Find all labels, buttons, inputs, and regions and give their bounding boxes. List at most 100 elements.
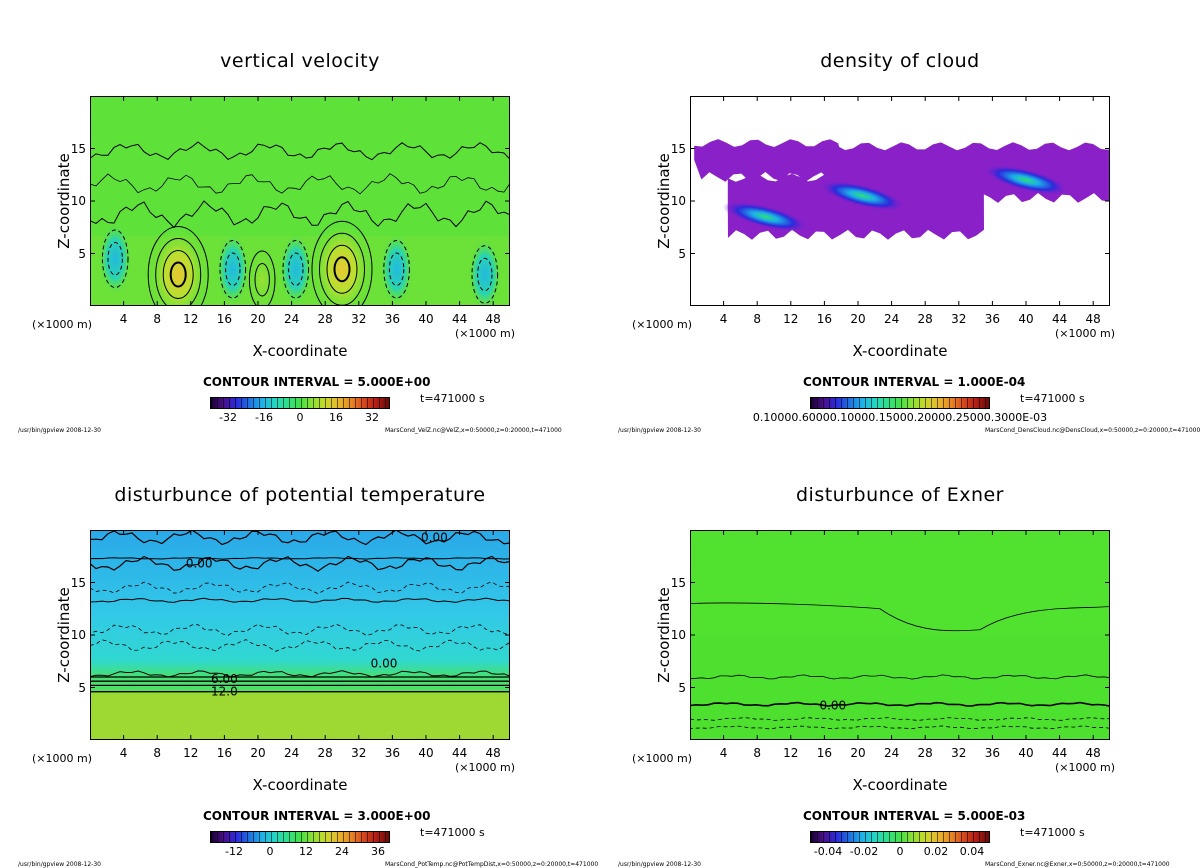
x-tick-label: 36 — [384, 746, 401, 760]
x-tick-label: 8 — [153, 746, 162, 760]
downdraft-cell — [99, 222, 132, 295]
y-tick-label: 15 — [70, 575, 86, 590]
x-axis-label: X-coordinate — [852, 776, 948, 794]
x-tick-label: 32 — [951, 746, 967, 760]
x-tick-label: 32 — [351, 746, 367, 760]
contour-line — [90, 141, 510, 161]
downdraft-contour — [477, 257, 493, 292]
contour-line — [690, 717, 1110, 721]
contour-line — [90, 173, 510, 195]
colorbar — [810, 397, 990, 409]
axis-unit-left: (×1000 m) — [632, 752, 693, 765]
updraft-contour — [155, 238, 202, 306]
colorbar-labels: -12 0 12 24 36 — [210, 845, 390, 859]
x-tick-label: 40 — [1018, 746, 1034, 760]
y-axis-label: Z-coordinate — [655, 587, 673, 683]
x-tick-label: 48 — [485, 746, 501, 760]
footer-right: MarsCond_VelZ.nc@VelZ,x=0:50000,z=0:2000… — [385, 427, 562, 434]
updraft-contour — [254, 263, 270, 297]
footer-right: MarsCond_Exner.nc@Exner,x=0:50000,z=0:20… — [985, 861, 1170, 868]
colorbar-labels: 0.10000.60000.10000.15000.20000.25000.30… — [753, 411, 1047, 425]
updraft-contour — [311, 220, 373, 306]
panel-potential-temperature: disturbunce of potential temperature 0.00… — [0, 434, 600, 868]
x-axis-label: X-coordinate — [852, 342, 948, 360]
contour-line — [90, 581, 510, 595]
colorbar-segments — [811, 832, 989, 842]
contour-interval: CONTOUR INTERVAL = 3.000E+00 — [203, 809, 431, 823]
x-tick-label: 28 — [917, 746, 933, 760]
updraft-contour — [248, 250, 276, 306]
contour-interval: CONTOUR INTERVAL = 5.000E-03 — [803, 809, 1026, 823]
updraft-contour — [147, 226, 209, 306]
x-tick-label: 20 — [250, 746, 266, 760]
axis-unit-right: (×1000 m) — [1055, 761, 1116, 774]
x-tick-label: 44 — [451, 746, 468, 760]
x-tick-label: 16 — [216, 312, 233, 326]
colorbar-segments — [211, 832, 389, 842]
field-warm-layer — [90, 692, 510, 740]
field-upper-layer — [690, 530, 1110, 635]
x-tick-label: 40 — [418, 312, 434, 326]
colorbar-tick-label: 36 — [371, 845, 385, 858]
x-tick-label: 28 — [917, 312, 933, 326]
panel-density-of-cloud: density of cloud 4 8 12 16 20 24 28 32 36 40 44 48 5 1… — [600, 0, 1200, 434]
plot-area: 0.00 — [690, 530, 1110, 740]
colorbar-tick-label: 0.10000.60000.10000.15000.20000.25000.30… — [752, 411, 1048, 424]
x-tick-label: 36 — [984, 312, 1001, 326]
colorbar-tick-label: -0.02 — [849, 845, 879, 858]
cloud-core — [819, 180, 905, 211]
x-tick-label: 12 — [183, 746, 199, 760]
y-tick-label: 5 — [678, 246, 686, 261]
x-tick-label: 20 — [850, 312, 866, 326]
footer-left: /usr/bin/gpview 2008-12-30 — [18, 427, 101, 434]
y-axis-label: Z-coordinate — [655, 153, 673, 249]
colorbar-tick-label: 0.02 — [923, 845, 949, 858]
x-tick-label: 32 — [351, 312, 367, 326]
contour-line — [690, 701, 1110, 707]
x-tick-label: 24 — [283, 312, 300, 326]
x-tick-label: 40 — [418, 746, 434, 760]
time-label: t=471000 s — [1020, 826, 1085, 839]
axis-unit-left: (×1000 m) — [32, 752, 93, 765]
chart-title: disturbunce of potential temperature — [114, 484, 486, 506]
colorbar-labels: -32 -16 0 16 32 — [210, 411, 390, 425]
colorbar-tick-label: 0 — [896, 845, 904, 858]
contour-line — [690, 674, 1110, 680]
colorbar-tick-label: -32 — [219, 411, 237, 424]
colorbar-tick-label: 0 — [266, 845, 274, 858]
colorbar-tick-label: 0 — [296, 411, 304, 424]
contour-interval: CONTOUR INTERVAL = 5.000E+00 — [203, 375, 431, 389]
time-label: t=471000 s — [420, 826, 485, 839]
y-tick-label: 10 — [670, 194, 686, 208]
y-axis-label: Z-coordinate — [55, 587, 73, 683]
x-axis-label: X-coordinate — [252, 776, 348, 794]
chart-title: density of cloud — [820, 50, 980, 72]
updraft-cell — [246, 243, 279, 306]
x-tick-label: 8 — [753, 312, 762, 326]
x-tick-label: 4 — [719, 746, 728, 760]
footer-left: /usr/bin/gpview 2008-12-30 — [618, 427, 701, 434]
panel-exner: disturbunce of Exner 0.00 4 8 12 16 20 24 28 32 36… — [600, 434, 1200, 868]
cloud-band — [694, 139, 846, 182]
x-tick-label: 16 — [216, 746, 233, 760]
x-tick-label: 24 — [883, 312, 900, 326]
axis-unit-right: (×1000 m) — [455, 327, 516, 340]
contour-line — [90, 670, 510, 678]
x-tick-label: 44 — [1051, 312, 1068, 326]
updraft-cell — [148, 226, 209, 306]
y-tick-label: 5 — [678, 680, 686, 695]
contour-label: 0.00 — [421, 530, 448, 544]
x-tick-label: 24 — [283, 746, 300, 760]
x-tick-label: 28 — [317, 746, 333, 760]
footer-right: MarsCond_DensCloud.nc@DensCloud,x=0:5000… — [985, 427, 1200, 434]
contour-line — [90, 200, 510, 229]
x-tick-label: 4 — [719, 312, 728, 326]
x-tick-label: 16 — [816, 312, 833, 326]
y-tick-label: 15 — [70, 141, 86, 156]
contour-label: 0.00 — [371, 656, 398, 670]
x-tick-label: 40 — [1018, 312, 1034, 326]
x-tick-label: 12 — [783, 312, 799, 326]
y-tick-label: 10 — [70, 194, 86, 208]
footer-left: /usr/bin/gpview 2008-12-30 — [18, 861, 101, 868]
